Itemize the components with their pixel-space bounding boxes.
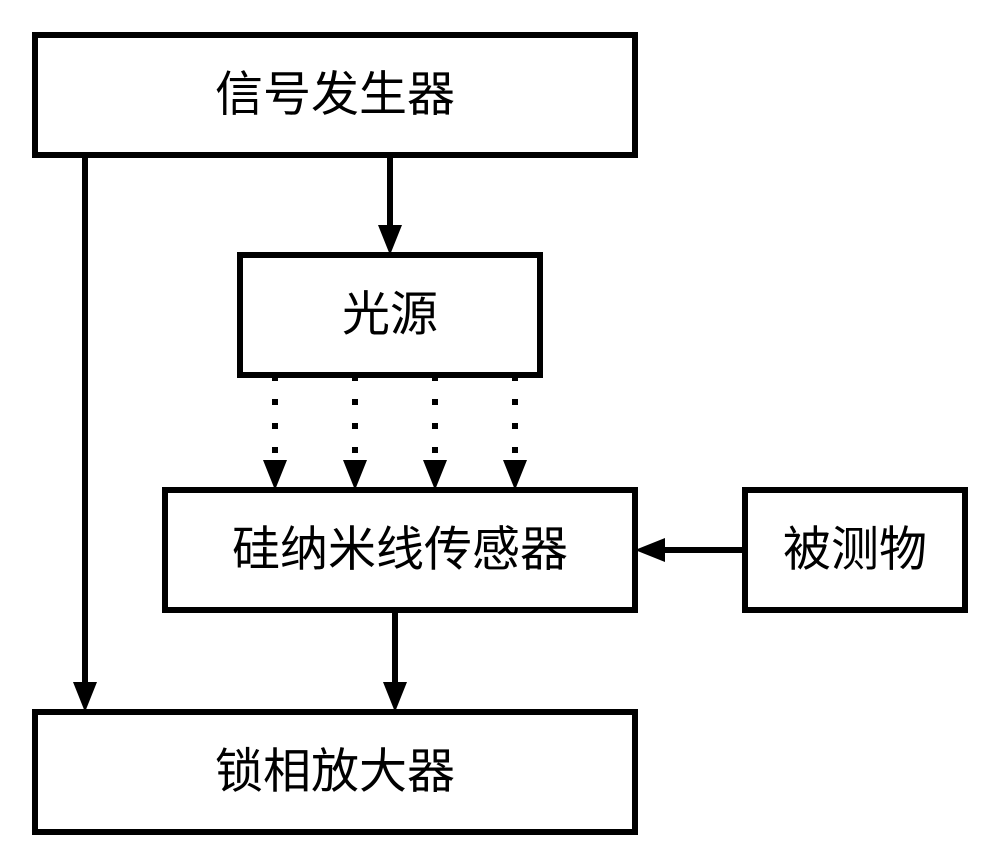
arrowhead [383,682,407,712]
arrowhead [378,225,402,255]
arrowhead [73,682,97,712]
node-lockin_amp-label: 锁相放大器 [215,746,455,799]
arrowhead [503,460,527,490]
arrowhead [635,538,665,562]
node-light_source-label: 光源 [342,289,438,342]
node-sinw_sensor-label: 硅纳米线传感器 [232,524,568,577]
arrowhead [423,460,447,490]
node-signal_generator-label: 信号发生器 [215,69,455,122]
arrowhead [343,460,367,490]
node-sample-label: 被测物 [783,524,927,577]
arrowhead [263,460,287,490]
diagram-canvas: 信号发生器光源硅纳米线传感器 被测物锁相放大器 [0,0,1000,867]
